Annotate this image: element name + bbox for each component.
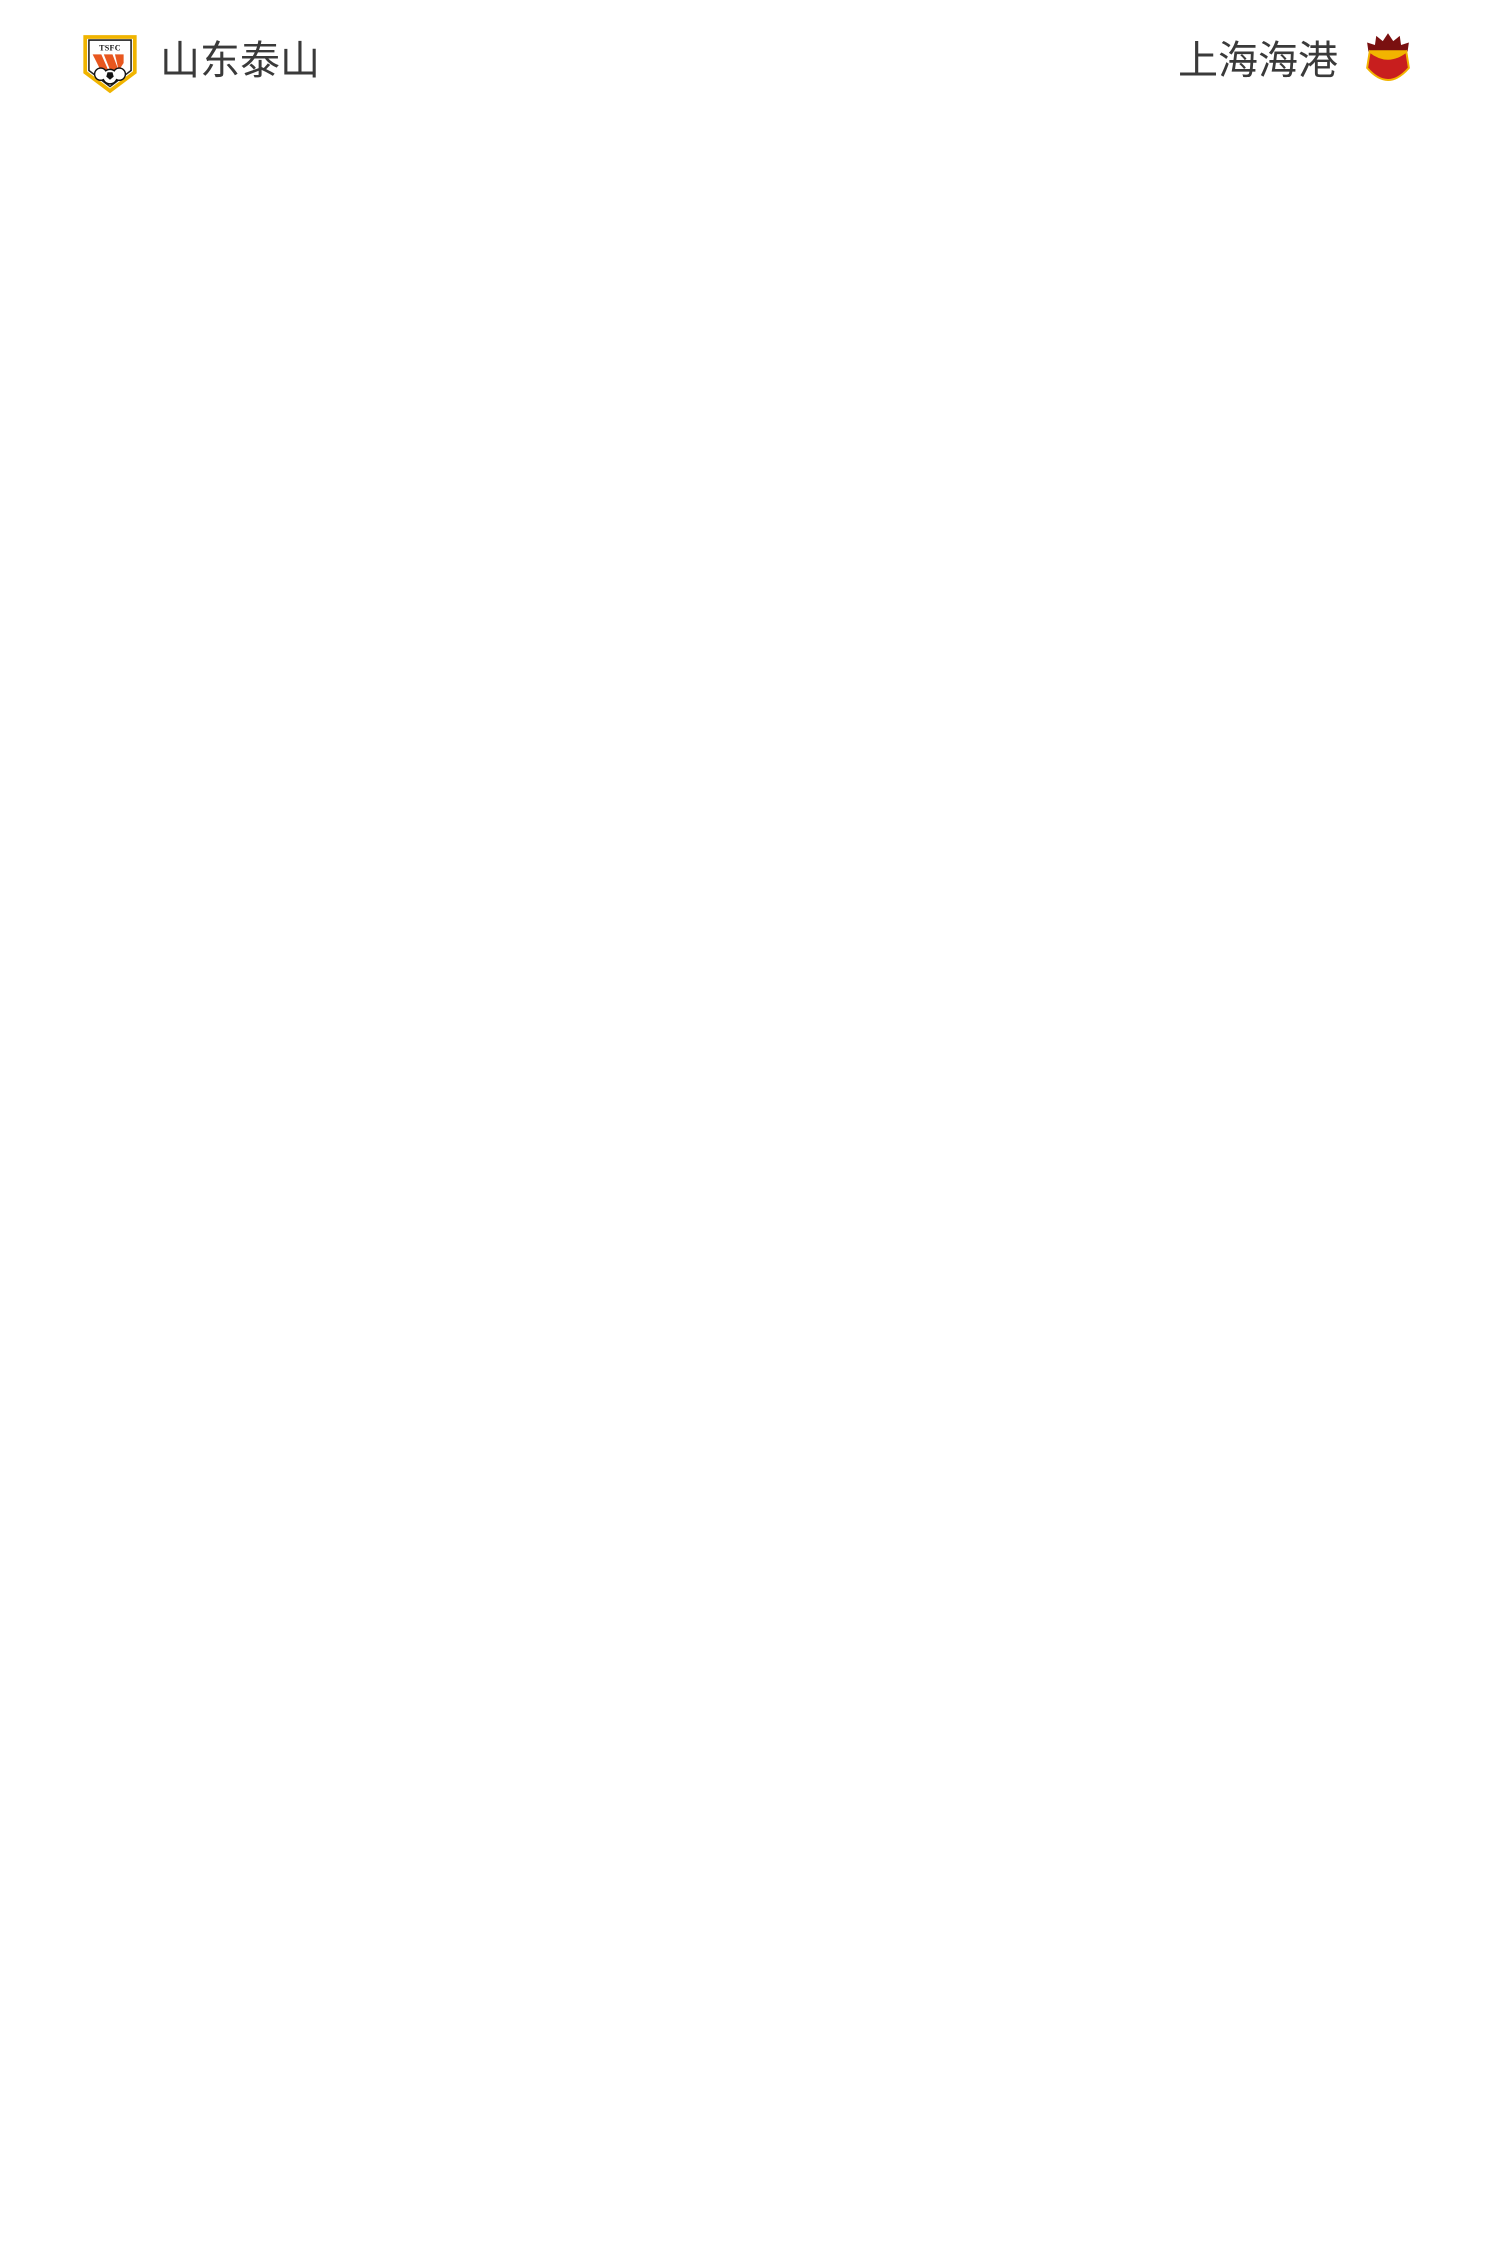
svg-text:TSFC: TSFC: [99, 44, 121, 53]
